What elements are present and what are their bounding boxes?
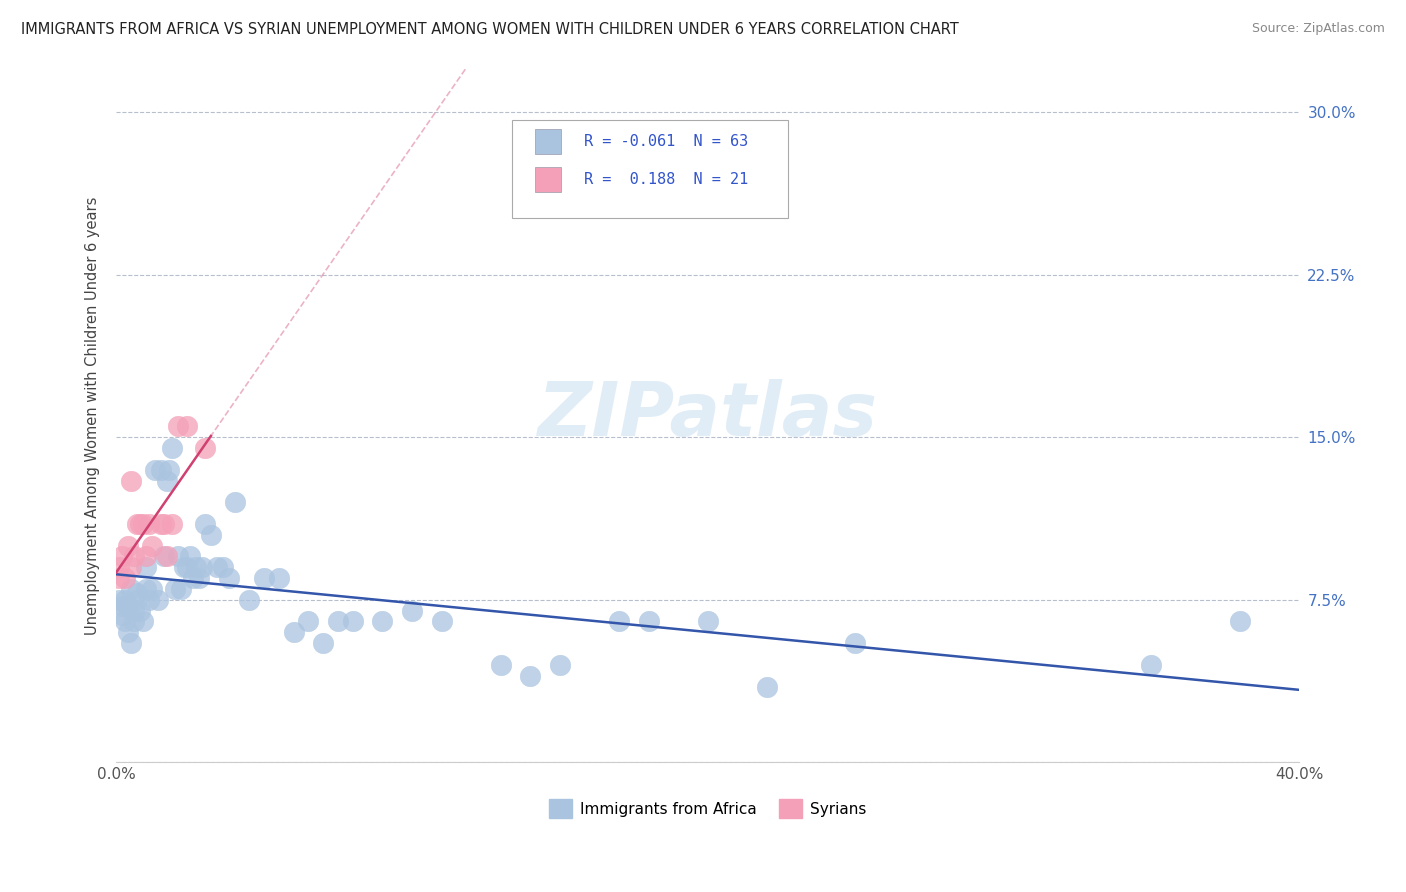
Point: [117, 625, 139, 640]
Point: [120, 474, 142, 488]
Point: [117, 539, 139, 553]
Point: [120, 582, 142, 596]
Point: [211, 560, 233, 574]
Point: [637, 615, 659, 629]
Point: [194, 441, 217, 455]
Point: [181, 571, 204, 585]
Point: [179, 549, 201, 564]
Point: [253, 571, 276, 585]
Point: [120, 636, 142, 650]
Point: [146, 592, 169, 607]
Point: [111, 599, 134, 614]
Point: [149, 463, 172, 477]
Text: R =  0.188  N = 21: R = 0.188 N = 21: [585, 171, 748, 186]
Point: [129, 516, 152, 531]
Point: [519, 669, 541, 683]
Point: [170, 582, 193, 596]
Legend: Immigrants from Africa, Syrians: Immigrants from Africa, Syrians: [543, 793, 872, 824]
Point: [149, 516, 172, 531]
Point: [108, 571, 131, 585]
Point: [162, 441, 184, 455]
Point: [143, 463, 166, 477]
Point: [120, 560, 142, 574]
Point: [167, 549, 190, 564]
Point: [132, 615, 155, 629]
Point: [548, 657, 571, 672]
Point: [194, 516, 217, 531]
Point: [125, 586, 148, 600]
Point: [176, 560, 198, 574]
Point: [135, 560, 157, 574]
Point: [755, 680, 778, 694]
Point: [165, 582, 187, 596]
Point: [125, 592, 148, 607]
Point: [141, 582, 163, 596]
Point: [114, 571, 136, 585]
Point: [138, 516, 160, 531]
Point: [135, 582, 157, 596]
Point: [155, 474, 177, 488]
Point: [176, 419, 198, 434]
Point: [155, 549, 177, 564]
Point: [122, 615, 145, 629]
Text: IMMIGRANTS FROM AFRICA VS SYRIAN UNEMPLOYMENT AMONG WOMEN WITH CHILDREN UNDER 6 : IMMIGRANTS FROM AFRICA VS SYRIAN UNEMPLO…: [21, 22, 959, 37]
Point: [607, 615, 630, 629]
Point: [371, 615, 394, 629]
Point: [297, 615, 319, 629]
Point: [152, 516, 174, 531]
Point: [135, 549, 157, 564]
Point: [191, 560, 214, 574]
Point: [844, 636, 866, 650]
Point: [224, 495, 246, 509]
Point: [267, 571, 290, 585]
Point: [108, 560, 131, 574]
Point: [1229, 615, 1251, 629]
Point: [200, 527, 222, 541]
Point: [111, 549, 134, 564]
Point: [114, 592, 136, 607]
Point: [162, 516, 184, 531]
Point: [312, 636, 335, 650]
Point: [184, 560, 207, 574]
Point: [696, 615, 718, 629]
Point: [188, 571, 211, 585]
Point: [129, 604, 152, 618]
Text: ZIPatlas: ZIPatlas: [537, 379, 877, 452]
Point: [238, 592, 260, 607]
Point: [167, 419, 190, 434]
Point: [430, 615, 453, 629]
Y-axis label: Unemployment Among Women with Children Under 6 years: Unemployment Among Women with Children U…: [86, 196, 100, 635]
Point: [122, 549, 145, 564]
Point: [342, 615, 364, 629]
Point: [108, 592, 131, 607]
Point: [173, 560, 195, 574]
Point: [401, 604, 423, 618]
Point: [283, 625, 305, 640]
Point: [218, 571, 240, 585]
Point: [1140, 657, 1163, 672]
Point: [111, 607, 134, 622]
Point: [117, 599, 139, 614]
Point: [141, 539, 163, 553]
Point: [152, 549, 174, 564]
Point: [125, 516, 148, 531]
Point: [326, 615, 349, 629]
Text: R = -0.061  N = 63: R = -0.061 N = 63: [585, 134, 748, 149]
Text: Source: ZipAtlas.com: Source: ZipAtlas.com: [1251, 22, 1385, 36]
Point: [138, 592, 160, 607]
Point: [114, 615, 136, 629]
Point: [489, 657, 512, 672]
Point: [159, 463, 181, 477]
Point: [122, 604, 145, 618]
Point: [132, 516, 155, 531]
Point: [205, 560, 228, 574]
